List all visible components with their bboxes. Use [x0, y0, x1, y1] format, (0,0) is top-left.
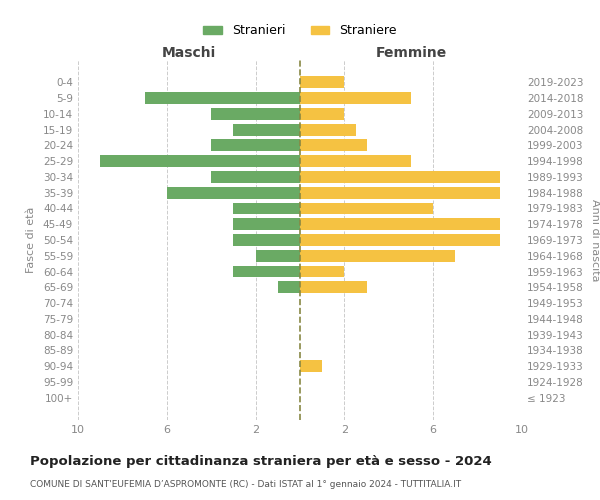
Bar: [300, 171, 500, 183]
Bar: [300, 282, 367, 293]
Bar: [300, 234, 500, 246]
Text: COMUNE DI SANT'EUFEMIA D’ASPROMONTE (RC) - Dati ISTAT al 1° gennaio 2024 - TUTTI: COMUNE DI SANT'EUFEMIA D’ASPROMONTE (RC)…: [30, 480, 461, 489]
Bar: [300, 202, 433, 214]
Bar: [145, 92, 300, 104]
Bar: [300, 92, 411, 104]
Bar: [300, 250, 455, 262]
Bar: [211, 171, 300, 183]
Text: Femmine: Femmine: [376, 46, 446, 60]
Text: Popolazione per cittadinanza straniera per età e sesso - 2024: Popolazione per cittadinanza straniera p…: [30, 455, 492, 468]
Y-axis label: Fasce di età: Fasce di età: [26, 207, 36, 273]
Bar: [300, 218, 500, 230]
Bar: [233, 218, 300, 230]
Bar: [300, 266, 344, 278]
Bar: [300, 124, 355, 136]
Bar: [233, 202, 300, 214]
Bar: [278, 282, 300, 293]
Bar: [233, 234, 300, 246]
Bar: [211, 108, 300, 120]
Bar: [233, 124, 300, 136]
Bar: [300, 76, 344, 88]
Bar: [300, 155, 411, 167]
Y-axis label: Anni di nascita: Anni di nascita: [590, 198, 600, 281]
Bar: [233, 266, 300, 278]
Bar: [167, 187, 300, 198]
Bar: [300, 108, 344, 120]
Bar: [300, 187, 500, 198]
Bar: [256, 250, 300, 262]
Bar: [300, 140, 367, 151]
Bar: [100, 155, 300, 167]
Legend: Stranieri, Straniere: Stranieri, Straniere: [198, 20, 402, 42]
Text: Maschi: Maschi: [162, 46, 216, 60]
Bar: [300, 360, 322, 372]
Bar: [211, 140, 300, 151]
